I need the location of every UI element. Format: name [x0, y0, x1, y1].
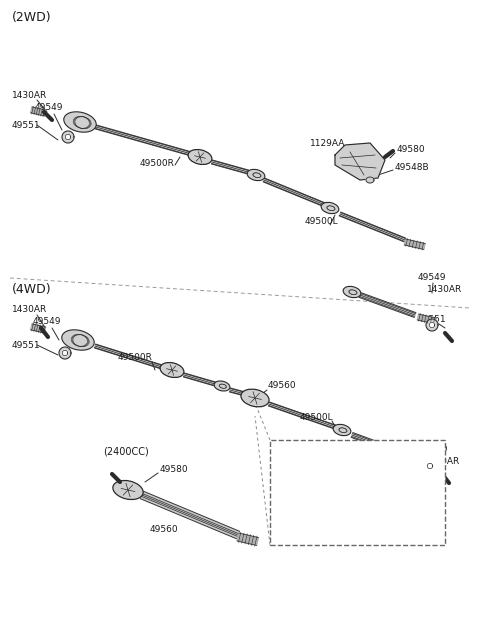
Text: 49551: 49551 — [418, 316, 446, 324]
Polygon shape — [96, 125, 195, 157]
Text: (4WD): (4WD) — [12, 284, 52, 296]
Ellipse shape — [333, 424, 351, 436]
Polygon shape — [339, 212, 406, 242]
Polygon shape — [429, 322, 435, 328]
Polygon shape — [359, 292, 416, 318]
Polygon shape — [59, 347, 71, 359]
Polygon shape — [417, 314, 436, 324]
Text: 49580: 49580 — [397, 146, 426, 154]
Polygon shape — [31, 324, 46, 333]
Ellipse shape — [64, 112, 96, 132]
Polygon shape — [263, 178, 326, 207]
Polygon shape — [65, 134, 71, 140]
Polygon shape — [62, 131, 74, 143]
Polygon shape — [212, 160, 249, 174]
Text: 1430AR: 1430AR — [425, 458, 460, 466]
Ellipse shape — [160, 362, 184, 378]
Polygon shape — [183, 373, 216, 386]
Polygon shape — [424, 460, 436, 472]
Ellipse shape — [241, 389, 269, 407]
Text: 49551: 49551 — [12, 121, 41, 129]
Text: 49549: 49549 — [33, 318, 61, 326]
Polygon shape — [229, 388, 245, 396]
Text: (2WD): (2WD) — [12, 11, 52, 24]
Polygon shape — [268, 402, 336, 429]
Text: 49500R: 49500R — [140, 159, 175, 168]
Polygon shape — [351, 432, 416, 461]
Text: 49549: 49549 — [35, 102, 63, 111]
Text: 49551: 49551 — [12, 341, 41, 349]
Polygon shape — [426, 319, 438, 331]
Ellipse shape — [188, 149, 212, 164]
Text: 1129AA: 1129AA — [310, 139, 346, 148]
Text: 49549: 49549 — [420, 446, 448, 454]
Text: 49580: 49580 — [160, 466, 189, 474]
Bar — [270, 440, 445, 545]
Polygon shape — [95, 344, 166, 370]
Polygon shape — [366, 177, 374, 183]
Text: 49500L: 49500L — [300, 414, 334, 422]
Polygon shape — [404, 239, 425, 249]
Text: 49551: 49551 — [420, 476, 449, 484]
Text: 49549: 49549 — [418, 274, 446, 282]
Ellipse shape — [343, 286, 361, 298]
Polygon shape — [335, 143, 385, 180]
Polygon shape — [62, 350, 68, 356]
Text: 49560: 49560 — [150, 526, 179, 534]
Ellipse shape — [62, 330, 94, 350]
Text: 49560: 49560 — [268, 381, 297, 389]
Polygon shape — [237, 533, 258, 546]
Polygon shape — [141, 491, 240, 539]
Text: (2400CC): (2400CC) — [103, 447, 149, 457]
Ellipse shape — [247, 169, 265, 181]
Polygon shape — [31, 107, 46, 116]
Text: 49500L: 49500L — [305, 217, 338, 226]
Text: 1430AR: 1430AR — [12, 91, 47, 99]
Ellipse shape — [321, 202, 339, 214]
Text: 49548B: 49548B — [395, 164, 430, 172]
Ellipse shape — [214, 381, 230, 391]
Ellipse shape — [113, 481, 143, 499]
Text: 1430AR: 1430AR — [427, 286, 462, 294]
Polygon shape — [427, 463, 432, 469]
Polygon shape — [414, 457, 433, 467]
Text: 49500R: 49500R — [118, 354, 153, 362]
Text: 1430AR: 1430AR — [12, 306, 47, 314]
